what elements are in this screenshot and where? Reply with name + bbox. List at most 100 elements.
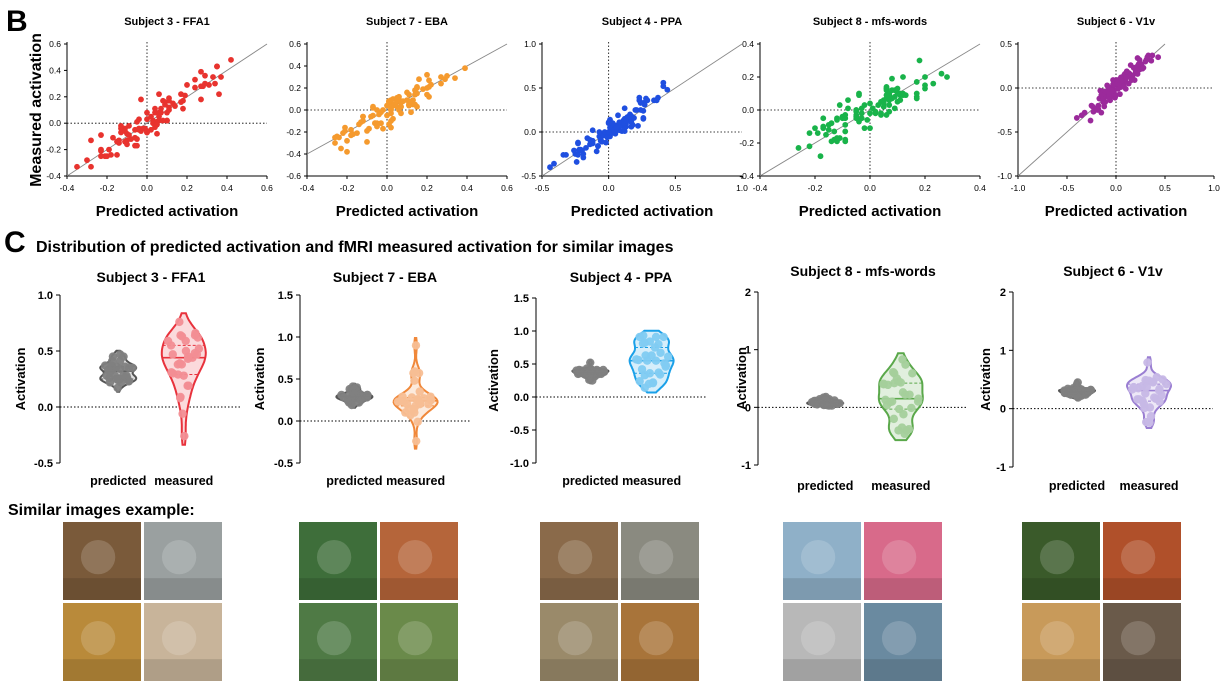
violin-point xyxy=(122,371,131,380)
scatter-xlabel: Predicted activation xyxy=(1045,203,1188,220)
scatter-point xyxy=(597,137,604,144)
violin-point xyxy=(413,417,422,427)
violin-point xyxy=(1155,384,1164,394)
y-tick-label: 1.0 xyxy=(38,290,53,302)
scatter-point xyxy=(593,148,600,155)
scatter-point xyxy=(1073,115,1080,121)
scatter-point xyxy=(573,159,580,165)
violin-point xyxy=(180,431,189,441)
violin-point xyxy=(119,352,128,361)
scatter-point xyxy=(595,143,601,149)
scatter-point xyxy=(629,122,636,128)
violin-point xyxy=(635,376,644,386)
y-tick-label: 1 xyxy=(1000,345,1006,357)
violin-point xyxy=(363,390,372,400)
scatter-point xyxy=(98,148,104,154)
violin-point xyxy=(183,352,193,361)
image-tile-detail xyxy=(800,539,836,575)
image-tile-shade xyxy=(540,659,618,681)
x-tick-label: 0.2 xyxy=(919,183,931,193)
scatter-point xyxy=(332,140,338,146)
scatter-point xyxy=(426,93,432,100)
violin-point xyxy=(913,397,923,406)
scatter-point xyxy=(424,71,430,78)
scatter-point xyxy=(376,111,382,118)
x-tick-label: -0.5 xyxy=(535,183,550,193)
violin-point xyxy=(1158,375,1167,384)
scatter-point xyxy=(394,103,400,110)
scatter-point xyxy=(150,117,156,124)
scatter-point xyxy=(374,107,380,113)
violin-point xyxy=(901,360,910,369)
x-tick-label: 0.0 xyxy=(381,183,393,193)
scatter-point xyxy=(609,120,616,127)
violin-point xyxy=(1128,385,1137,394)
violin-point xyxy=(192,350,202,359)
scatter-point xyxy=(1078,112,1085,119)
scatter-title: Subject 6 - V1v xyxy=(1077,16,1156,28)
violin-point xyxy=(879,379,888,388)
x-tick-label: -0.4 xyxy=(60,183,75,193)
violin-point xyxy=(412,436,421,446)
scatter-point xyxy=(889,75,895,82)
scatter-point xyxy=(444,73,450,79)
violin-point xyxy=(348,382,358,391)
violin-point xyxy=(889,367,898,377)
scatter-point xyxy=(886,108,893,115)
scatter-point xyxy=(1132,67,1139,74)
scatter-point xyxy=(416,76,422,83)
violin-point xyxy=(1073,393,1083,402)
image-tile-detail xyxy=(161,620,197,656)
scatter-plot-1: Subject 3 - FFA1 -0.4 -0.2 0.0 0.2 0.4 0.6 -0.4… xyxy=(46,16,273,220)
scatter-point xyxy=(134,142,140,149)
scatter-point xyxy=(636,94,643,101)
scatter-point xyxy=(166,95,172,102)
scatter-point xyxy=(571,147,577,154)
violin-point xyxy=(178,409,187,418)
violin-point xyxy=(414,368,424,378)
y-tick-label: -1 xyxy=(996,462,1006,474)
y-tick-label: -0.4 xyxy=(286,149,301,159)
scatter-point xyxy=(1142,58,1149,65)
y-tick-label: 0.4 xyxy=(742,39,754,49)
y-tick-label: 0.4 xyxy=(49,65,61,75)
category-label-predicted: predicted xyxy=(90,474,146,488)
x-tick-label: 0.0 xyxy=(603,183,615,193)
scatter-point xyxy=(380,107,386,113)
scatter-point xyxy=(842,121,849,128)
scatter-point xyxy=(172,103,178,109)
y-tick-label: -0.5 xyxy=(34,458,53,470)
image-tile-detail xyxy=(800,620,836,656)
x-tick-label: -0.4 xyxy=(753,183,768,193)
violin-point xyxy=(645,337,655,346)
scatter-point xyxy=(406,98,412,105)
violin-point xyxy=(821,392,831,402)
scatter-point xyxy=(938,70,945,77)
image-tile-shade xyxy=(783,578,861,600)
violin-point xyxy=(599,365,608,375)
x-tick-label: -0.2 xyxy=(808,183,823,193)
scatter-point xyxy=(883,84,890,90)
category-label-measured: measured xyxy=(386,474,445,488)
scatter-point xyxy=(891,105,898,112)
violin-point xyxy=(656,348,665,357)
x-tick-label: 0.2 xyxy=(181,183,193,193)
scatter-point xyxy=(182,92,188,99)
violin-ylabel: Activation xyxy=(13,348,28,411)
violin-point xyxy=(120,362,130,371)
violin-point xyxy=(810,399,820,409)
violin-point xyxy=(177,360,186,369)
panel-c-heading: Distribution of predicted activation and… xyxy=(36,239,674,256)
scatter-point xyxy=(412,91,418,98)
violin-point xyxy=(411,341,421,350)
scatter-point xyxy=(1128,77,1135,83)
violin-point xyxy=(415,399,425,408)
image-tile-shade xyxy=(63,659,141,681)
image-tile-shade xyxy=(380,578,458,600)
scatter-point xyxy=(212,80,218,87)
image-tile-detail xyxy=(638,620,674,656)
image-tile-detail xyxy=(557,620,593,656)
image-tile-detail xyxy=(638,539,674,575)
violin-point xyxy=(661,361,671,370)
violin-point xyxy=(1142,382,1152,392)
